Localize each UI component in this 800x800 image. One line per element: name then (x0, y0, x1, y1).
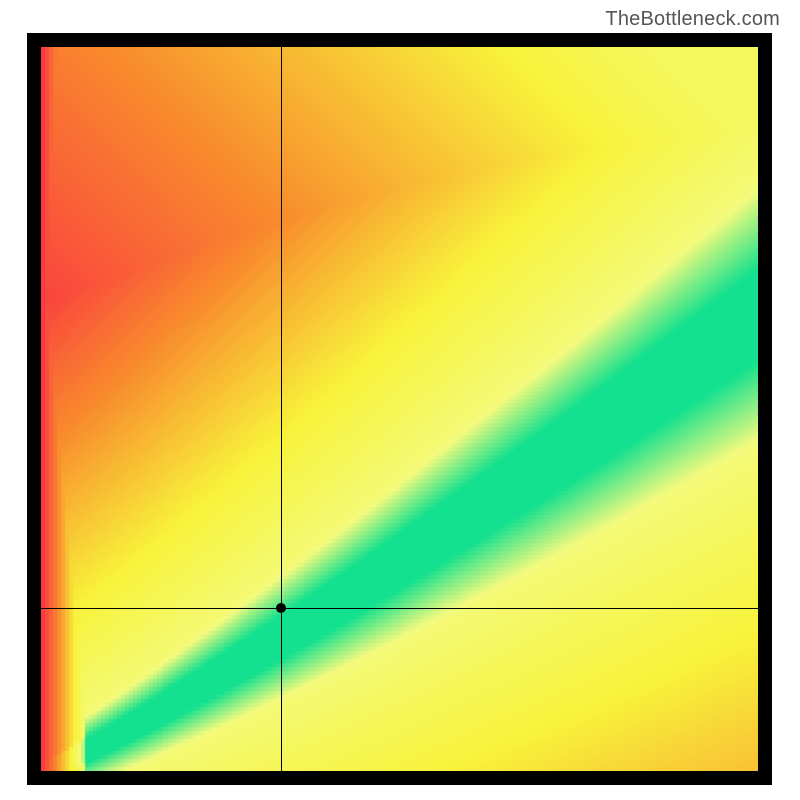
watermark-text: TheBottleneck.com (605, 8, 780, 31)
heatmap-canvas (41, 47, 758, 771)
chart-container: TheBottleneck.com (0, 0, 800, 800)
crosshair-vertical (281, 47, 282, 771)
crosshair-horizontal (41, 608, 758, 609)
